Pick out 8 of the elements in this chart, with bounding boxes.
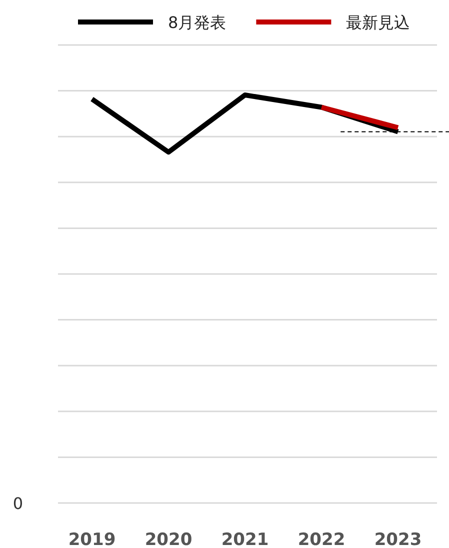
x-tick-label: 2020 xyxy=(144,530,192,548)
text: 0 xyxy=(12,494,24,513)
legend-label: 8月発表 xyxy=(168,13,226,32)
x-tick-label: 2021 xyxy=(221,530,269,548)
legend-label: 最新見込 xyxy=(346,13,410,32)
x-tick-label: 2022 xyxy=(298,530,346,548)
x-tick-label: 2023 xyxy=(374,530,422,548)
x-tick-label: 2019 xyxy=(68,530,116,548)
